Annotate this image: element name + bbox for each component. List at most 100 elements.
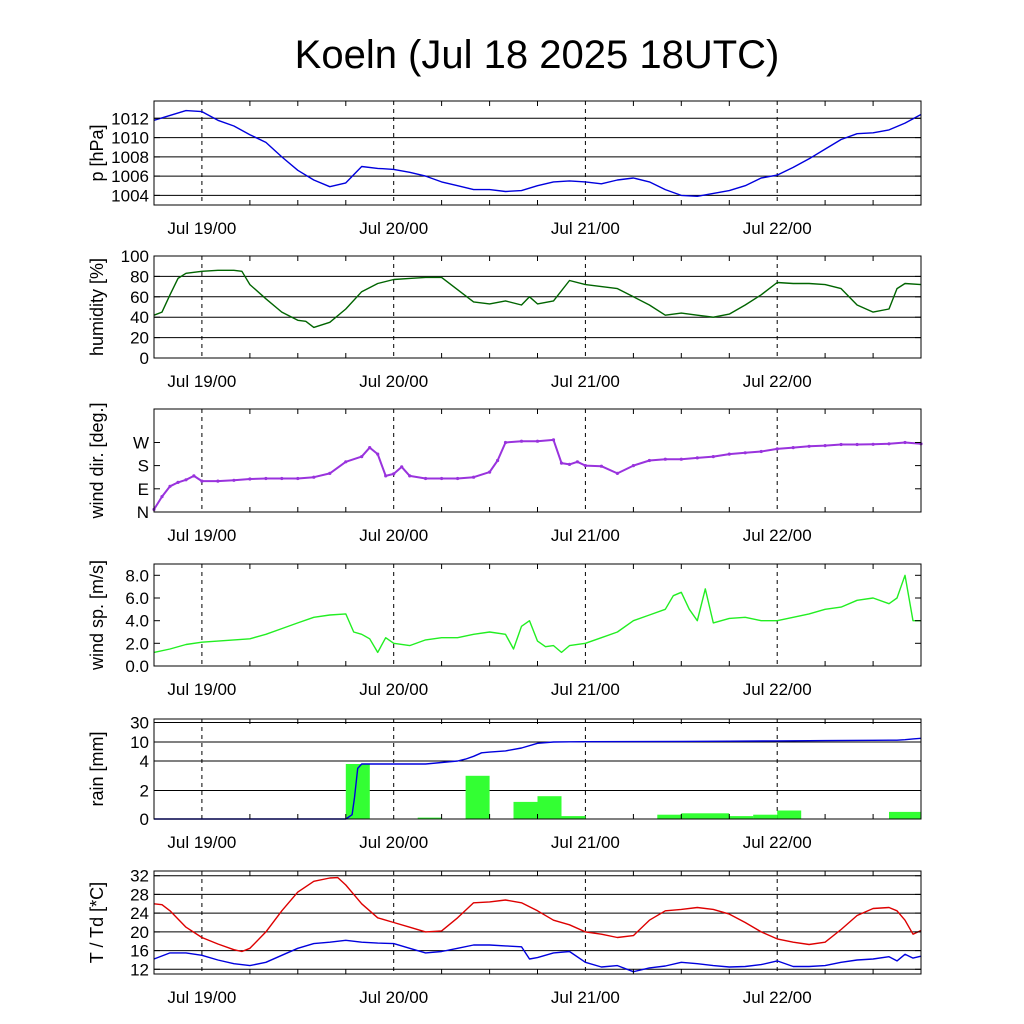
- ytick-label-wind_dir-3: W: [133, 434, 149, 453]
- point-wind_dir-54: [871, 442, 875, 446]
- ylabel-rain: rain [mm]: [87, 731, 107, 806]
- ylabel-wind_dir: wind dir. [deg.]: [87, 402, 107, 519]
- point-wind_dir-49: [791, 446, 795, 450]
- xtick-label-pressure-3: Jul 22/00: [743, 219, 812, 238]
- point-wind_dir-14: [328, 471, 332, 475]
- ytick-label-humidity-4: 80: [130, 267, 149, 286]
- point-wind_dir-19: [384, 474, 388, 478]
- point-wind_dir-6: [200, 479, 204, 483]
- point-wind_dir-27: [488, 470, 492, 474]
- ytick-label-pressure-2: 1008: [111, 148, 149, 167]
- xtick-label-wind_speed-1: Jul 20/00: [359, 680, 428, 699]
- xtick-label-humidity-2: Jul 21/00: [551, 372, 620, 391]
- xtick-label-wind_dir-2: Jul 21/00: [551, 526, 620, 545]
- xtick-label-humidity-0: Jul 19/00: [167, 372, 236, 391]
- point-wind_dir-42: [679, 457, 683, 461]
- series-wind_dir-0: [153, 438, 922, 510]
- ylabel-temperature: T / Td [*C]: [87, 882, 107, 963]
- rain-bar-9: [753, 814, 778, 819]
- rain-bar-2: [465, 775, 490, 820]
- point-wind_dir-36: [583, 464, 588, 468]
- series-temperature-0: [153, 876, 922, 953]
- point-wind_dir-1: [160, 495, 164, 499]
- xtick-label-pressure-2: Jul 21/00: [551, 219, 620, 238]
- ytick-label-wind_speed-2: 4.0: [125, 612, 149, 631]
- rain-bar-3: [513, 801, 538, 819]
- point-wind_dir-23: [424, 476, 428, 481]
- rain-bar-10: [777, 810, 802, 819]
- ytick-label-pressure-3: 1010: [111, 129, 149, 148]
- point-wind_dir-2: [168, 484, 172, 488]
- point-wind_dir-55: [887, 442, 891, 446]
- rain-bar-7: [681, 813, 730, 819]
- ytick-label-wind_speed-0: 0.0: [125, 657, 149, 676]
- ytick-label-humidity-1: 20: [130, 329, 149, 348]
- point-wind_dir-24: [440, 476, 444, 481]
- xtick-label-wind_speed-0: Jul 19/00: [167, 680, 236, 699]
- xtick-label-humidity-1: Jul 20/00: [359, 372, 428, 391]
- ytick-label-humidity-5: 100: [121, 247, 149, 266]
- xtick-label-temperature-1: Jul 20/00: [359, 988, 428, 1007]
- xtick-label-wind_dir-1: Jul 20/00: [359, 526, 428, 545]
- frame-pressure: [153, 100, 922, 206]
- ytick-label-humidity-0: 0: [140, 349, 149, 368]
- xtick-label-temperature-2: Jul 21/00: [551, 988, 620, 1007]
- point-wind_dir-39: [631, 464, 636, 468]
- rain-bar-1: [417, 817, 442, 819]
- point-wind_dir-46: [743, 451, 747, 455]
- rain-bar-6: [657, 814, 682, 819]
- ytick-label-pressure-0: 1004: [111, 186, 149, 205]
- panel-wind_speed: 0.0 2.0 4.0 6.0 8.0 wind sp. [m/s] Jul 19/00 Ju…: [87, 560, 922, 699]
- ytick-label-pressure-4: 1012: [111, 109, 149, 128]
- point-wind_dir-12: [296, 476, 300, 481]
- series-wind_speed-0: [153, 574, 921, 654]
- xtick-label-wind_speed-3: Jul 22/00: [743, 680, 812, 699]
- ytick-label-humidity-3: 60: [130, 288, 149, 307]
- ytick-label-temperature-5: 32: [130, 867, 149, 886]
- point-wind_dir-33: [559, 461, 564, 465]
- point-wind_dir-16: [360, 455, 364, 459]
- ytick-label-rain-1: 2: [140, 782, 149, 801]
- rain-bar-5: [561, 816, 586, 819]
- ytick-label-wind_speed-4: 8.0: [125, 566, 149, 585]
- rain-bar-4: [537, 796, 562, 819]
- xtick-label-rain-3: Jul 22/00: [743, 833, 812, 852]
- point-wind_dir-17: [368, 446, 372, 450]
- rain-bar-11: [889, 811, 921, 819]
- point-wind_dir-41: [663, 457, 667, 461]
- point-wind_dir-45: [727, 452, 731, 456]
- point-wind_dir-56: [903, 440, 907, 445]
- ytick-label-wind_speed-3: 6.0: [125, 589, 149, 608]
- series-rain-0: [154, 737, 922, 820]
- point-wind_dir-53: [855, 442, 859, 447]
- frame-wind_dir: [153, 408, 922, 513]
- point-wind_dir-30: [519, 439, 524, 443]
- ytick-label-wind_dir-2: S: [138, 457, 149, 476]
- point-wind_dir-22: [408, 474, 412, 478]
- point-wind_dir-25: [456, 476, 460, 481]
- ytick-label-temperature-3: 24: [130, 904, 149, 923]
- chart-title: Koeln (Jul 18 2025 18UTC): [295, 33, 780, 77]
- ytick-label-wind_dir-1: E: [138, 480, 149, 499]
- xtick-label-temperature-3: Jul 22/00: [743, 988, 812, 1007]
- point-wind_dir-44: [711, 455, 715, 459]
- point-wind_dir-28: [496, 458, 500, 463]
- point-wind_dir-20: [392, 472, 396, 476]
- point-wind_dir-35: [575, 460, 580, 464]
- point-wind_dir-5: [192, 474, 196, 478]
- xtick-label-rain-1: Jul 20/00: [359, 833, 428, 852]
- xtick-label-rain-2: Jul 21/00: [551, 833, 620, 852]
- point-wind_dir-47: [759, 449, 763, 454]
- ylabel-humidity: humidity [%]: [87, 258, 107, 356]
- ytick-label-temperature-0: 12: [130, 960, 149, 979]
- point-wind_dir-10: [264, 476, 268, 481]
- point-wind_dir-21: [400, 465, 404, 469]
- xtick-label-rain-0: Jul 19/00: [167, 833, 236, 852]
- frame-temperature: [153, 870, 922, 975]
- point-wind_dir-4: [184, 478, 188, 482]
- series-pressure-0: [153, 109, 922, 198]
